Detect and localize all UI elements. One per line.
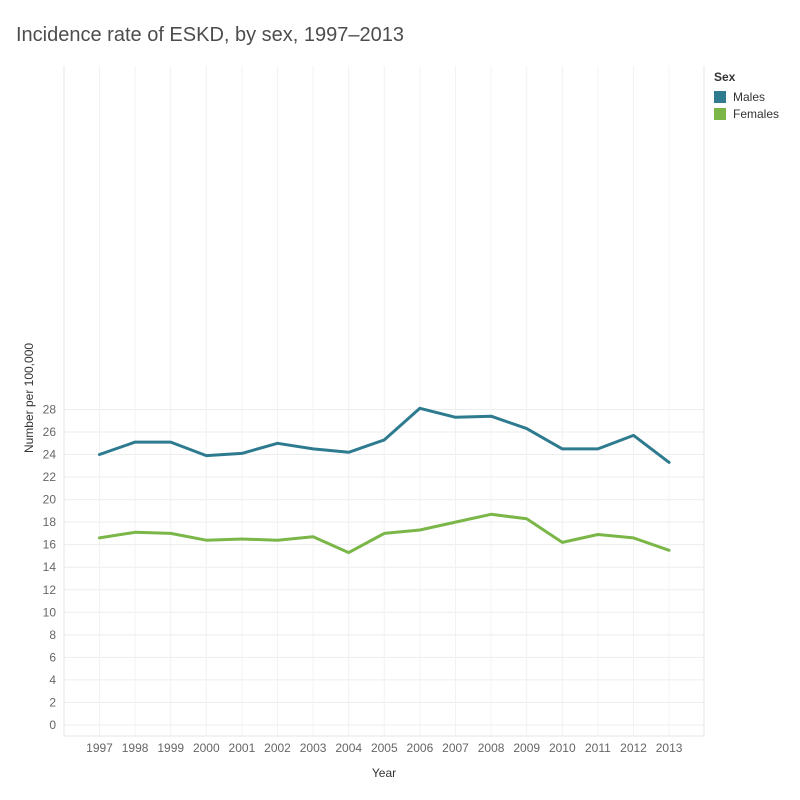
x-tick-label: 1999: [157, 741, 184, 755]
y-tick-label: 10: [43, 605, 57, 619]
chart-title: Incidence rate of ESKD, by sex, 1997–201…: [16, 24, 405, 46]
x-tick-label: 2005: [371, 741, 398, 755]
legend-title: Sex: [714, 70, 736, 84]
x-tick-label: 2012: [620, 741, 647, 755]
x-tick-label: 1998: [122, 741, 149, 755]
legend-swatch-females: [714, 107, 726, 120]
y-tick-label: 24: [43, 448, 57, 462]
y-tick-label: 26: [43, 425, 57, 439]
series-line-females[interactable]: [98, 512, 671, 555]
x-tick-label: 2010: [549, 741, 576, 755]
x-tick-label: 2009: [513, 741, 540, 755]
x-tick-label: 2006: [407, 741, 434, 755]
x-tick-label: 2003: [300, 741, 327, 755]
y-tick-label: 0: [49, 718, 56, 732]
gridlines: [63, 66, 705, 737]
y-tick-label: 4: [49, 673, 56, 687]
y-tick-label: 8: [49, 628, 56, 642]
x-tick-label: 2002: [264, 741, 291, 755]
x-tick-label: 2001: [229, 741, 256, 755]
series-line-males[interactable]: [98, 406, 671, 464]
y-tick-label: 2: [49, 695, 56, 709]
legend-label-males: Males: [733, 89, 766, 104]
x-tick-label: 2000: [193, 741, 220, 755]
x-tick-label: 1997: [86, 741, 113, 755]
x-tick-label: 2004: [335, 741, 362, 755]
y-tick-label: 6: [49, 650, 56, 664]
x-tick-label: 2008: [478, 741, 505, 755]
series-lines: [98, 406, 671, 555]
x-tick-label: 2007: [442, 741, 469, 755]
y-axis-title: Number per 100,000: [22, 343, 36, 453]
x-axis-ticks: 1997 1998 1999 2000 2001 2002 2003 2004 2005 2006…: [86, 741, 683, 755]
y-tick-label: 18: [43, 515, 57, 529]
y-tick-label: 28: [43, 402, 57, 416]
x-axis-title: Year: [372, 766, 396, 780]
y-tick-label: 20: [43, 493, 57, 507]
legend-item-males[interactable]: Males: [714, 88, 779, 105]
y-tick-label: 16: [43, 538, 57, 552]
y-tick-label: 12: [43, 583, 57, 597]
legend: Sex Males Females: [714, 70, 779, 122]
legend-label-females: Females: [733, 106, 780, 121]
y-tick-label: 22: [43, 470, 57, 484]
legend-swatch-males: [714, 90, 726, 103]
x-tick-label: 2011: [585, 741, 611, 755]
x-tick-label: 2013: [656, 741, 683, 755]
y-tick-label: 14: [43, 560, 57, 574]
legend-item-females[interactable]: Females: [714, 105, 779, 122]
